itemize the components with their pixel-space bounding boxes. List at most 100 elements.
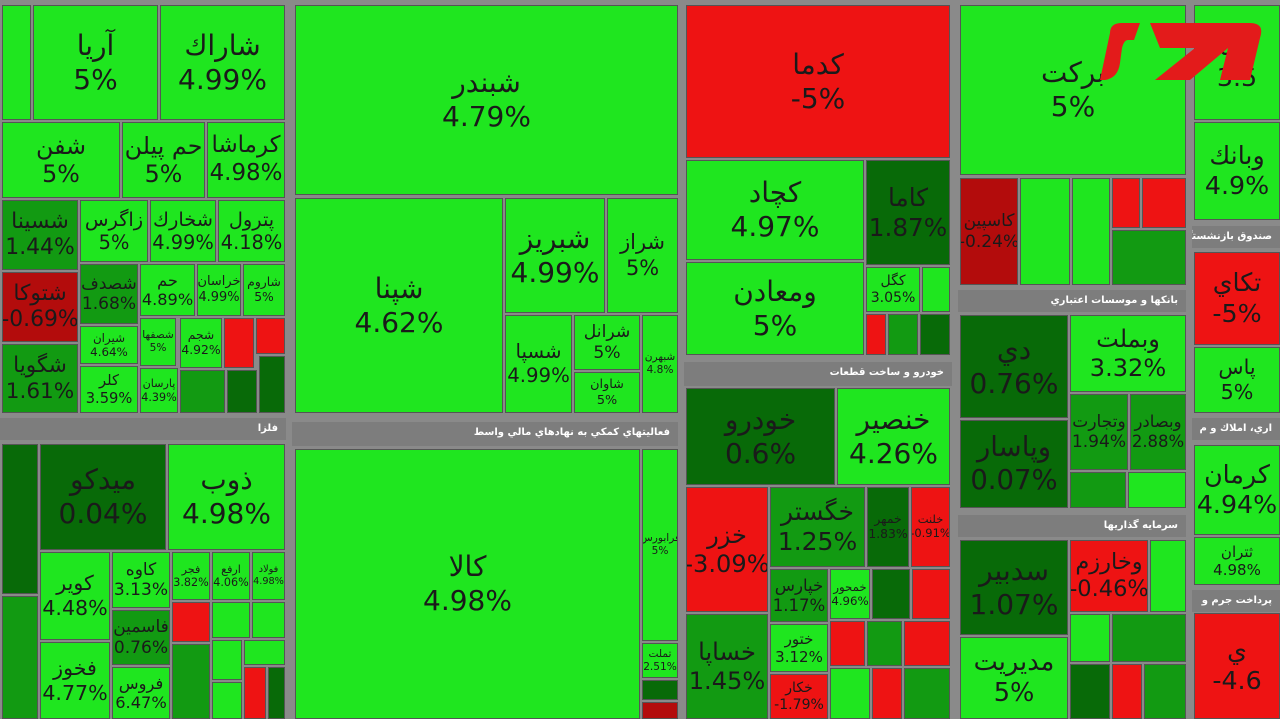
stock-symbol: خكار bbox=[785, 679, 813, 696]
stock-tile[interactable]: كرمان 4.94% bbox=[1194, 445, 1280, 535]
filler-tile bbox=[252, 602, 285, 638]
stock-tile[interactable]: خنصير 4.26% bbox=[837, 388, 950, 485]
stock-tile[interactable]: فروس 6.47% bbox=[112, 667, 170, 719]
stock-tile[interactable]: فاسمين 0.76% bbox=[112, 610, 170, 665]
stock-tile[interactable]: كدما -5% bbox=[686, 5, 950, 158]
stock-tile[interactable]: خزر -3.09% bbox=[686, 487, 768, 612]
stock-tile[interactable]: شسينا 1.44% bbox=[2, 200, 78, 270]
stock-change: 5% bbox=[144, 160, 183, 188]
stock-tile[interactable]: تملت 2.51% bbox=[642, 643, 678, 678]
stock-tile[interactable]: كوير 4.48% bbox=[40, 552, 110, 640]
stock-tile[interactable]: كرماشا 4.98% bbox=[207, 122, 285, 198]
stock-change: 5% bbox=[596, 392, 618, 408]
stock-tile[interactable]: بركت 5% bbox=[960, 5, 1186, 175]
stock-tile[interactable]: ختور 3.12% bbox=[770, 624, 828, 672]
filler-tile bbox=[830, 621, 865, 666]
filler-tile bbox=[1070, 664, 1110, 719]
stock-tile[interactable]: فجر 3.82% bbox=[172, 552, 210, 600]
stock-tile[interactable]: كلر 3.59% bbox=[80, 366, 138, 413]
stock-tile[interactable]: فولاد 4.98% bbox=[252, 552, 285, 600]
stock-tile[interactable]: ي -4.6 bbox=[1194, 613, 1280, 719]
stock-tile[interactable]: پارسان 4.39% bbox=[140, 368, 178, 413]
stock-tile[interactable]: خمهر 1.83% bbox=[867, 487, 909, 567]
stock-tile[interactable]: خودرو 0.6% bbox=[686, 388, 835, 485]
stock-tile[interactable]: شبريز 4.99% bbox=[505, 198, 605, 313]
stock-change: -0.69% bbox=[2, 307, 78, 332]
filler-tile bbox=[888, 314, 918, 355]
stock-symbol: شبندر bbox=[452, 66, 521, 100]
stock-tile[interactable]: شيران 4.64% bbox=[80, 326, 138, 364]
stock-symbol: خگستر bbox=[781, 497, 854, 526]
stock-tile[interactable]: ميدكو 0.04% bbox=[40, 444, 166, 550]
stock-tile[interactable]: كالا 4.98% bbox=[295, 449, 640, 719]
stock-tile[interactable]: شاراك 4.99% bbox=[160, 5, 285, 120]
stock-tile[interactable]: فرابورس5% bbox=[642, 449, 678, 641]
stock-tile[interactable]: حم 4.89% bbox=[140, 264, 195, 316]
stock-tile[interactable]: شصدف 1.68% bbox=[80, 264, 138, 324]
stock-tile[interactable]: وبصادر 2.88% bbox=[1130, 394, 1186, 470]
stock-tile[interactable]: ارفع 4.06% bbox=[212, 552, 250, 600]
stock-tile[interactable]: خگستر 1.25% bbox=[770, 487, 865, 567]
stock-tile[interactable]: كاوه 3.13% bbox=[112, 552, 170, 608]
stock-symbol: خراسان bbox=[197, 274, 241, 290]
stock-tile[interactable]: شرانل 5% bbox=[574, 315, 640, 370]
stock-tile[interactable]: شبندر 4.79% bbox=[295, 5, 678, 195]
stock-tile[interactable]: شفن 5% bbox=[2, 122, 120, 198]
stock-change: 5% bbox=[993, 678, 1035, 708]
stock-change: 4.97% bbox=[730, 210, 820, 243]
stock-change: 4.99% bbox=[198, 290, 240, 305]
stock-tile[interactable]: كگل 3.05% bbox=[866, 267, 920, 312]
stock-tile[interactable]: سدبير 1.07% bbox=[960, 540, 1068, 635]
stock-tile[interactable]: شراز 5% bbox=[607, 198, 678, 313]
stock-change: 5% bbox=[1050, 90, 1096, 123]
stock-tile[interactable]: شجم 4.92% bbox=[180, 318, 222, 368]
stock-symbol: تملت bbox=[648, 647, 672, 660]
stock-tile[interactable]: وبملت 3.32% bbox=[1070, 315, 1186, 392]
stock-tile[interactable]: شگويا 1.61% bbox=[2, 344, 78, 413]
stock-tile[interactable]: تكاي -5% bbox=[1194, 252, 1280, 345]
stock-tile[interactable]: كاسپين -0.24% bbox=[960, 178, 1018, 285]
stock-tile[interactable]: كچاد 4.97% bbox=[686, 160, 864, 260]
stock-change: 5% bbox=[752, 308, 798, 342]
stock-tile[interactable]: وخارزم -0.46% bbox=[1070, 540, 1148, 612]
stock-tile[interactable]: پترول 4.18% bbox=[218, 200, 285, 262]
stock-tile[interactable]: وبانك 4.9% bbox=[1194, 122, 1280, 220]
sector-header: خودرو و ساخت قطعات bbox=[684, 362, 952, 386]
stock-tile[interactable]: فخوز 4.77% bbox=[40, 642, 110, 719]
stock-change: 3.13% bbox=[113, 580, 169, 600]
stock-tile[interactable]: حم پيلن 5% bbox=[122, 122, 205, 198]
stock-tile[interactable]: شتوكا -0.69% bbox=[2, 272, 78, 342]
stock-tile[interactable]: خلنت -0.91% bbox=[911, 487, 950, 567]
stock-tile[interactable]: شپنا 4.62% bbox=[295, 198, 503, 413]
stock-tile[interactable]: خپارس 1.17% bbox=[770, 569, 828, 622]
stock-tile[interactable]: ثتران 4.98% bbox=[1194, 537, 1280, 585]
stock-tile[interactable]: ومعادن 5% bbox=[686, 262, 864, 355]
filler-tile bbox=[1072, 178, 1110, 285]
stock-tile[interactable]: زاگرس 5% bbox=[80, 200, 148, 262]
stock-tile[interactable]: وتجارت 1.94% bbox=[1070, 394, 1128, 470]
stock-tile[interactable]: وپاسار 0.07% bbox=[960, 420, 1068, 508]
stock-tile[interactable]: خراسان 4.99% bbox=[197, 264, 241, 316]
stock-tile[interactable]: پاس 5% bbox=[1194, 347, 1280, 413]
stock-tile[interactable]: شاوان 5% bbox=[574, 372, 640, 413]
stock-tile[interactable]: مديريت 5% bbox=[960, 637, 1068, 719]
stock-tile[interactable]: خكار -1.79% bbox=[770, 674, 828, 719]
stock-tile[interactable]: شاروم 5% bbox=[243, 264, 285, 316]
stock-change: 4.06% bbox=[213, 576, 249, 589]
stock-change: 5% bbox=[42, 160, 80, 188]
stock-symbol: وبانك bbox=[1209, 140, 1265, 170]
stock-tile[interactable]: خمحور 4.96% bbox=[830, 569, 870, 619]
stock-symbol: شبريز bbox=[519, 221, 591, 255]
stock-symbol: وخارزم bbox=[1075, 549, 1143, 575]
stock-tile[interactable]: كاما 1.87% bbox=[866, 160, 950, 265]
stock-tile[interactable]: شصفها 5% bbox=[140, 318, 176, 366]
stock-tile[interactable]: آريا 5% bbox=[33, 5, 158, 120]
stock-tile[interactable]: شخارك 4.99% bbox=[150, 200, 216, 262]
stock-tile[interactable]: شبهرن 4.8% bbox=[642, 315, 678, 413]
filler-tile bbox=[1112, 664, 1142, 719]
filler-tile bbox=[2, 5, 31, 120]
stock-tile[interactable]: شسپا 4.99% bbox=[505, 315, 572, 413]
stock-tile[interactable]: خساپا 1.45% bbox=[686, 614, 768, 719]
stock-tile[interactable]: دي 0.76% bbox=[960, 315, 1068, 418]
stock-tile[interactable]: ذوب 4.98% bbox=[168, 444, 285, 550]
